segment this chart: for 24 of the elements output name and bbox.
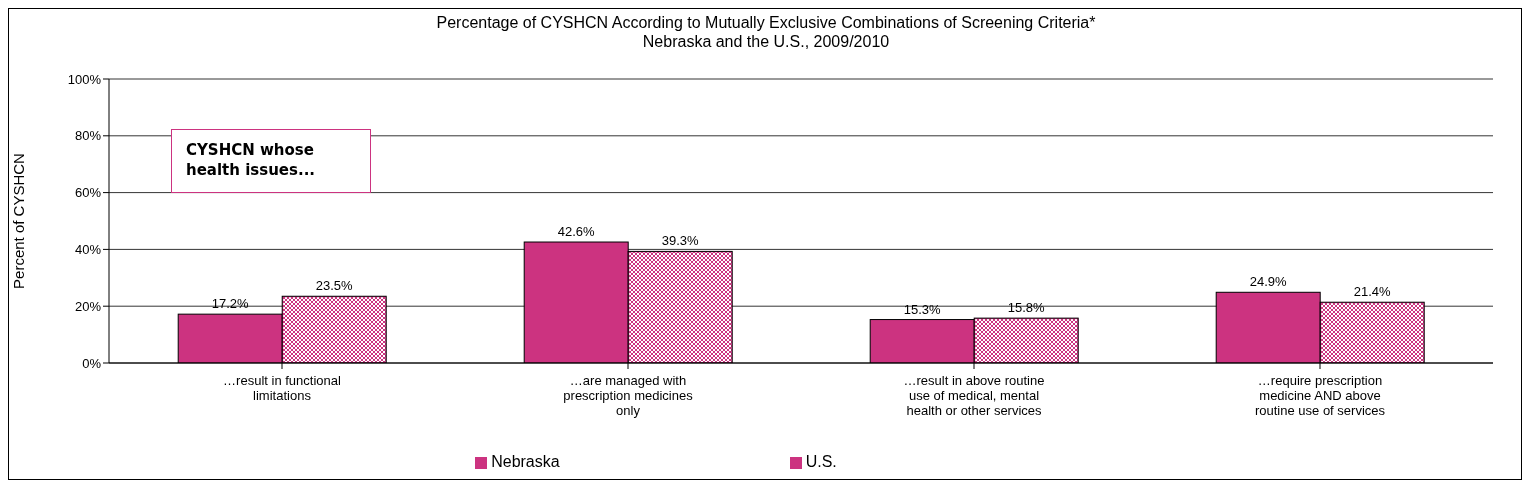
text-box: CYSHCN whose health issues... (171, 129, 371, 193)
data-label: 23.5% (315, 278, 354, 294)
chart-title: Percentage of CYSHCN According to Mutually Exclusive Combinations of Screening Criteria* (435, 13, 1097, 32)
legend-label: Nebraska (491, 453, 560, 470)
y-tick-label: 60% (74, 185, 102, 201)
y-tick-label: 100% (67, 71, 102, 87)
x-tick-label: …are managed with prescription medicines only (563, 373, 694, 418)
data-label: 15.3% (903, 301, 942, 317)
y-tick-label: 0% (82, 355, 102, 371)
data-label: 39.3% (661, 233, 700, 249)
data-label: 42.6% (557, 224, 596, 240)
data-label: 21.4% (1353, 284, 1392, 300)
chart-subtitle: Nebraska and the U.S., 2009/2010 (641, 32, 891, 51)
y-axis-title: Percent of CYSHCN (10, 153, 28, 289)
x-tick-label: …result in above routine use of medical, mental health or other services (903, 373, 1045, 418)
y-tick-label: 20% (74, 298, 102, 314)
x-tick-label: …result in functional limitations (223, 373, 341, 403)
data-label: 15.8% (1007, 300, 1046, 316)
y-tick-label: 80% (74, 128, 102, 144)
legend-label: U.S. (805, 453, 837, 470)
data-label: 24.9% (1249, 274, 1288, 290)
y-tick-label: 40% (74, 242, 102, 258)
data-label: 17.2% (211, 296, 250, 312)
x-tick-label: …require prescription medicine AND above routine use of services (1254, 373, 1386, 418)
